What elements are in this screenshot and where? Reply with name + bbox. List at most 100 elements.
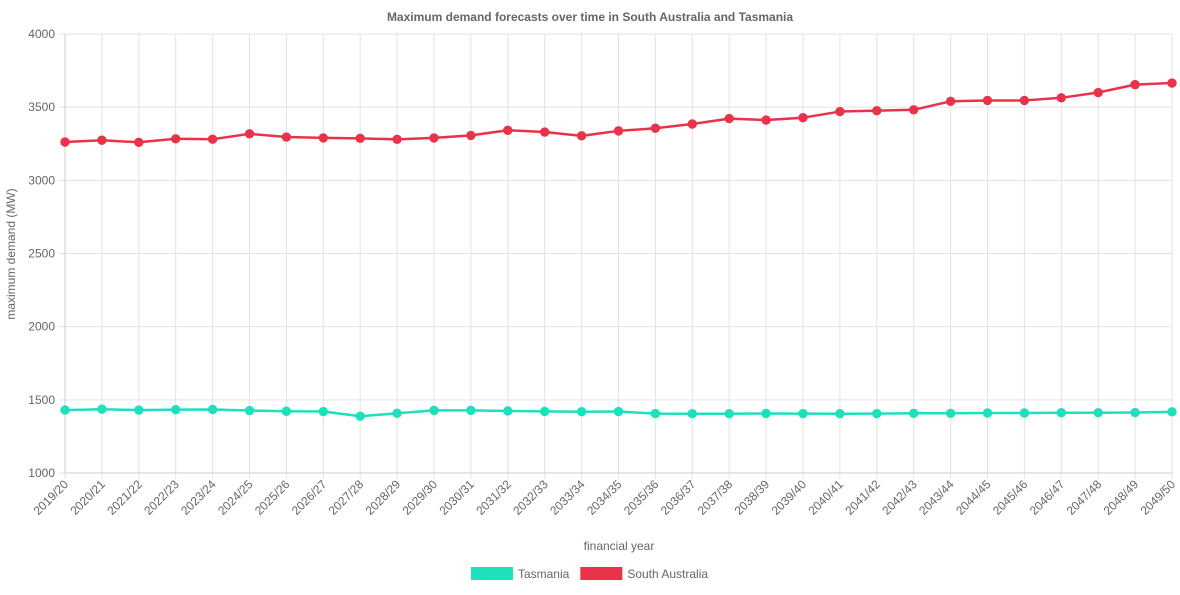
- data-point[interactable]: [872, 408, 882, 419]
- data-point[interactable]: [503, 406, 513, 416]
- data-point[interactable]: [761, 408, 771, 419]
- data-point[interactable]: [576, 406, 587, 417]
- data-point[interactable]: [1167, 407, 1177, 417]
- data-point[interactable]: [1019, 95, 1030, 106]
- data-point[interactable]: [909, 408, 919, 418]
- data-point[interactable]: [576, 131, 587, 141]
- data-point[interactable]: [466, 405, 476, 416]
- data-point[interactable]: [281, 132, 292, 142]
- data-point[interactable]: [540, 406, 550, 417]
- data-point[interactable]: [1130, 407, 1140, 418]
- x-tick-label: 2019/20: [31, 477, 72, 518]
- data-point[interactable]: [97, 135, 107, 145]
- data-point[interactable]: [60, 405, 70, 415]
- x-tick-label: 2041/42: [842, 477, 883, 518]
- data-point[interactable]: [1019, 408, 1030, 418]
- data-point[interactable]: [835, 409, 845, 419]
- series-1: [60, 78, 1177, 147]
- data-point[interactable]: [798, 408, 808, 419]
- data-point[interactable]: [540, 127, 550, 137]
- data-point[interactable]: [318, 133, 328, 143]
- data-point[interactable]: [60, 137, 70, 147]
- x-tick-label: 2046/47: [1027, 477, 1068, 518]
- data-point[interactable]: [613, 126, 624, 136]
- data-point[interactable]: [724, 409, 734, 419]
- x-tick-label: 2021/22: [104, 477, 145, 518]
- data-point[interactable]: [761, 115, 771, 125]
- data-point[interactable]: [503, 125, 513, 135]
- data-point[interactable]: [392, 408, 402, 418]
- x-tick-label: 2034/35: [584, 477, 625, 518]
- data-point[interactable]: [281, 406, 292, 416]
- data-point[interactable]: [1056, 408, 1067, 418]
- data-point[interactable]: [429, 133, 439, 143]
- data-point[interactable]: [171, 134, 181, 144]
- data-point[interactable]: [724, 113, 734, 124]
- data-point[interactable]: [982, 408, 993, 418]
- data-point[interactable]: [945, 96, 956, 107]
- data-point[interactable]: [798, 113, 808, 123]
- legend-item[interactable]: South Australia: [580, 567, 708, 581]
- x-axis-label: financial year: [584, 539, 655, 553]
- x-tick-label: 2038/39: [732, 477, 773, 518]
- data-point[interactable]: [835, 106, 845, 117]
- data-point[interactable]: [1093, 408, 1103, 418]
- x-tick-label: 2030/31: [436, 477, 477, 518]
- data-point[interactable]: [355, 411, 365, 421]
- x-tick-label: 2044/45: [953, 477, 994, 518]
- y-tick-label: 2500: [28, 247, 55, 261]
- x-tick-label: 2022/23: [141, 477, 182, 518]
- data-point[interactable]: [355, 133, 365, 144]
- data-point[interactable]: [1056, 93, 1067, 103]
- y-tick-label: 1000: [28, 466, 55, 480]
- data-point[interactable]: [318, 406, 328, 417]
- data-point[interactable]: [613, 406, 624, 417]
- data-point[interactable]: [1167, 78, 1177, 88]
- x-tick-label: 2024/25: [215, 477, 256, 518]
- x-tick-label: 2036/37: [658, 477, 699, 518]
- x-tick-label: 2045/46: [990, 477, 1031, 518]
- chart-title: Maximum demand forecasts over time in So…: [387, 10, 793, 24]
- data-point[interactable]: [650, 408, 661, 419]
- data-point[interactable]: [207, 404, 218, 415]
- data-point[interactable]: [650, 123, 661, 133]
- x-tick-label: 2020/21: [67, 477, 108, 518]
- data-point[interactable]: [466, 130, 476, 141]
- x-tick-label: 2049/50: [1138, 477, 1179, 518]
- y-tick-label: 4000: [28, 27, 55, 41]
- x-tick-label: 2048/49: [1101, 477, 1142, 518]
- x-tick-label: 2042/43: [879, 477, 920, 518]
- data-point[interactable]: [134, 137, 144, 147]
- data-point[interactable]: [1093, 87, 1103, 98]
- legend: Tasmania South Australia: [470, 567, 708, 581]
- legend-item[interactable]: Tasmania: [470, 567, 570, 581]
- data-point[interactable]: [244, 129, 255, 139]
- legend-label: South Australia: [627, 567, 708, 581]
- y-tick-label: 3000: [28, 173, 55, 187]
- legend-swatch: [580, 567, 623, 580]
- data-point[interactable]: [687, 119, 697, 129]
- x-tick-label: 2039/40: [769, 477, 810, 518]
- data-point[interactable]: [872, 105, 882, 116]
- x-tick-label: 2032/33: [510, 477, 551, 518]
- data-point[interactable]: [207, 134, 218, 144]
- x-tick-label: 2035/36: [621, 477, 662, 518]
- legend-swatch: [470, 567, 513, 580]
- data-point[interactable]: [134, 405, 144, 415]
- data-point[interactable]: [429, 405, 439, 416]
- x-tick-label: 2026/27: [289, 477, 330, 518]
- data-point[interactable]: [392, 134, 402, 145]
- data-point[interactable]: [171, 404, 181, 415]
- data-point[interactable]: [945, 408, 956, 418]
- data-point[interactable]: [909, 105, 919, 115]
- data-point[interactable]: [687, 409, 697, 419]
- data-point[interactable]: [244, 405, 255, 416]
- data-point[interactable]: [982, 95, 993, 106]
- y-axis-label: maximum demand (MW): [4, 188, 18, 319]
- data-point[interactable]: [97, 404, 107, 414]
- x-tick-label: 2025/26: [252, 477, 293, 518]
- data-point[interactable]: [1130, 79, 1140, 90]
- grid: [59, 33, 1173, 479]
